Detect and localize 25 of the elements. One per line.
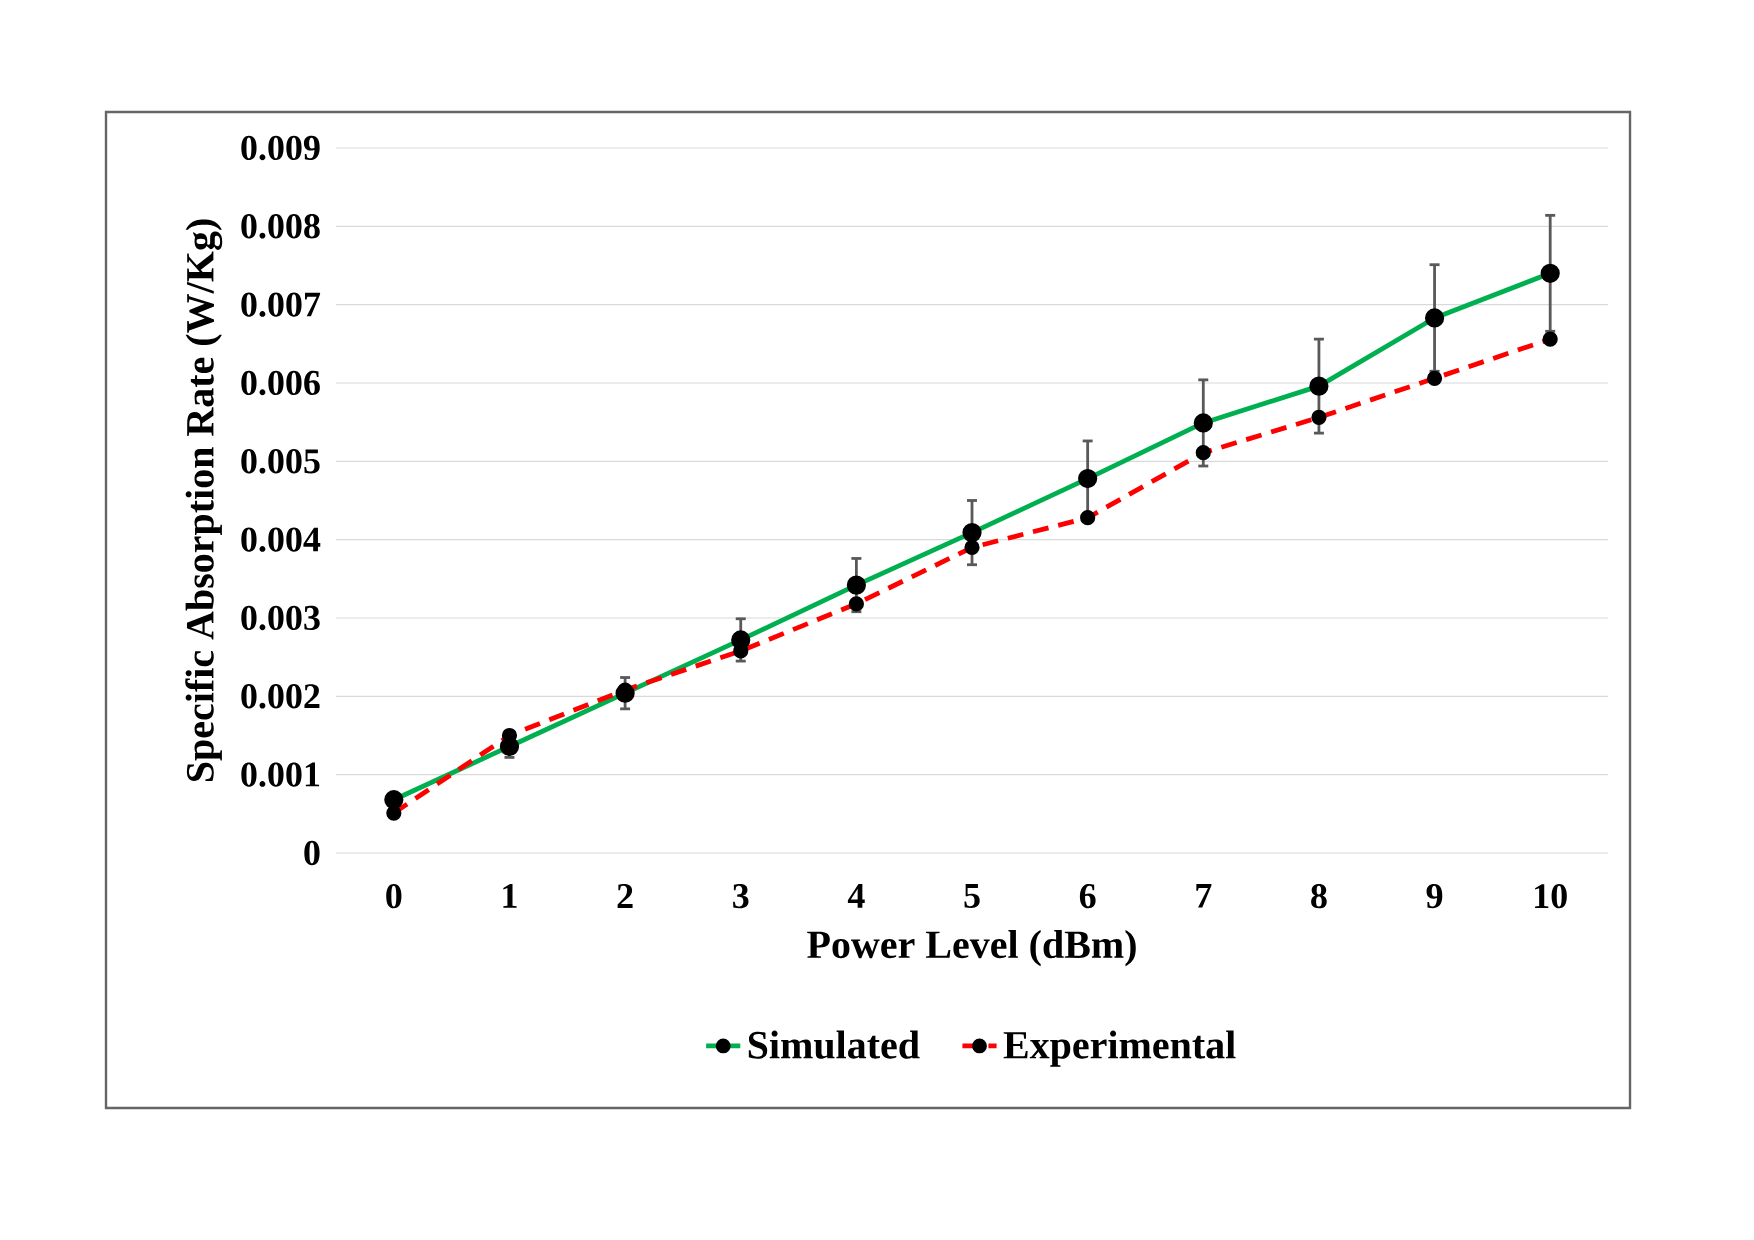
y-tick-label: 0.009 [241,135,320,161]
y-tick-label: 0.008 [241,214,320,239]
x-tick-label: 9 [1426,884,1443,909]
x-tick-label: 4 [847,884,865,908]
x-axis-title: Power Level (dBm) [807,930,1136,967]
y-axis-title: Specific Absorption Rate (W/Kg) [185,219,223,782]
y-tick-label: 0.006 [241,370,320,396]
x-tick-label: 2 [617,884,633,908]
y-tick-label: 0.002 [241,684,320,709]
y-tick-label: 0.005 [241,449,320,474]
x-tick-label: 8 [1311,884,1327,909]
x-tick-label: 5 [964,884,980,908]
x-tick-label: 7 [1196,884,1212,908]
y-tick-label: 0.001 [241,762,320,787]
y-tick-label: 0.007 [241,292,321,317]
legend-label: Simulated [748,1030,920,1059]
x-tick-label: 3 [733,884,749,909]
x-tick-label: 10 [1535,884,1567,909]
legend-label: Experimental [1003,1030,1236,1067]
y-tick-label: 0.004 [241,527,321,552]
x-tick-label: 1 [503,884,517,908]
x-tick-label: 0 [386,884,402,909]
x-tick-label: 6 [1079,884,1096,909]
y-tick-label: 0 [304,840,320,866]
y-tick-label: 0.003 [241,605,320,631]
